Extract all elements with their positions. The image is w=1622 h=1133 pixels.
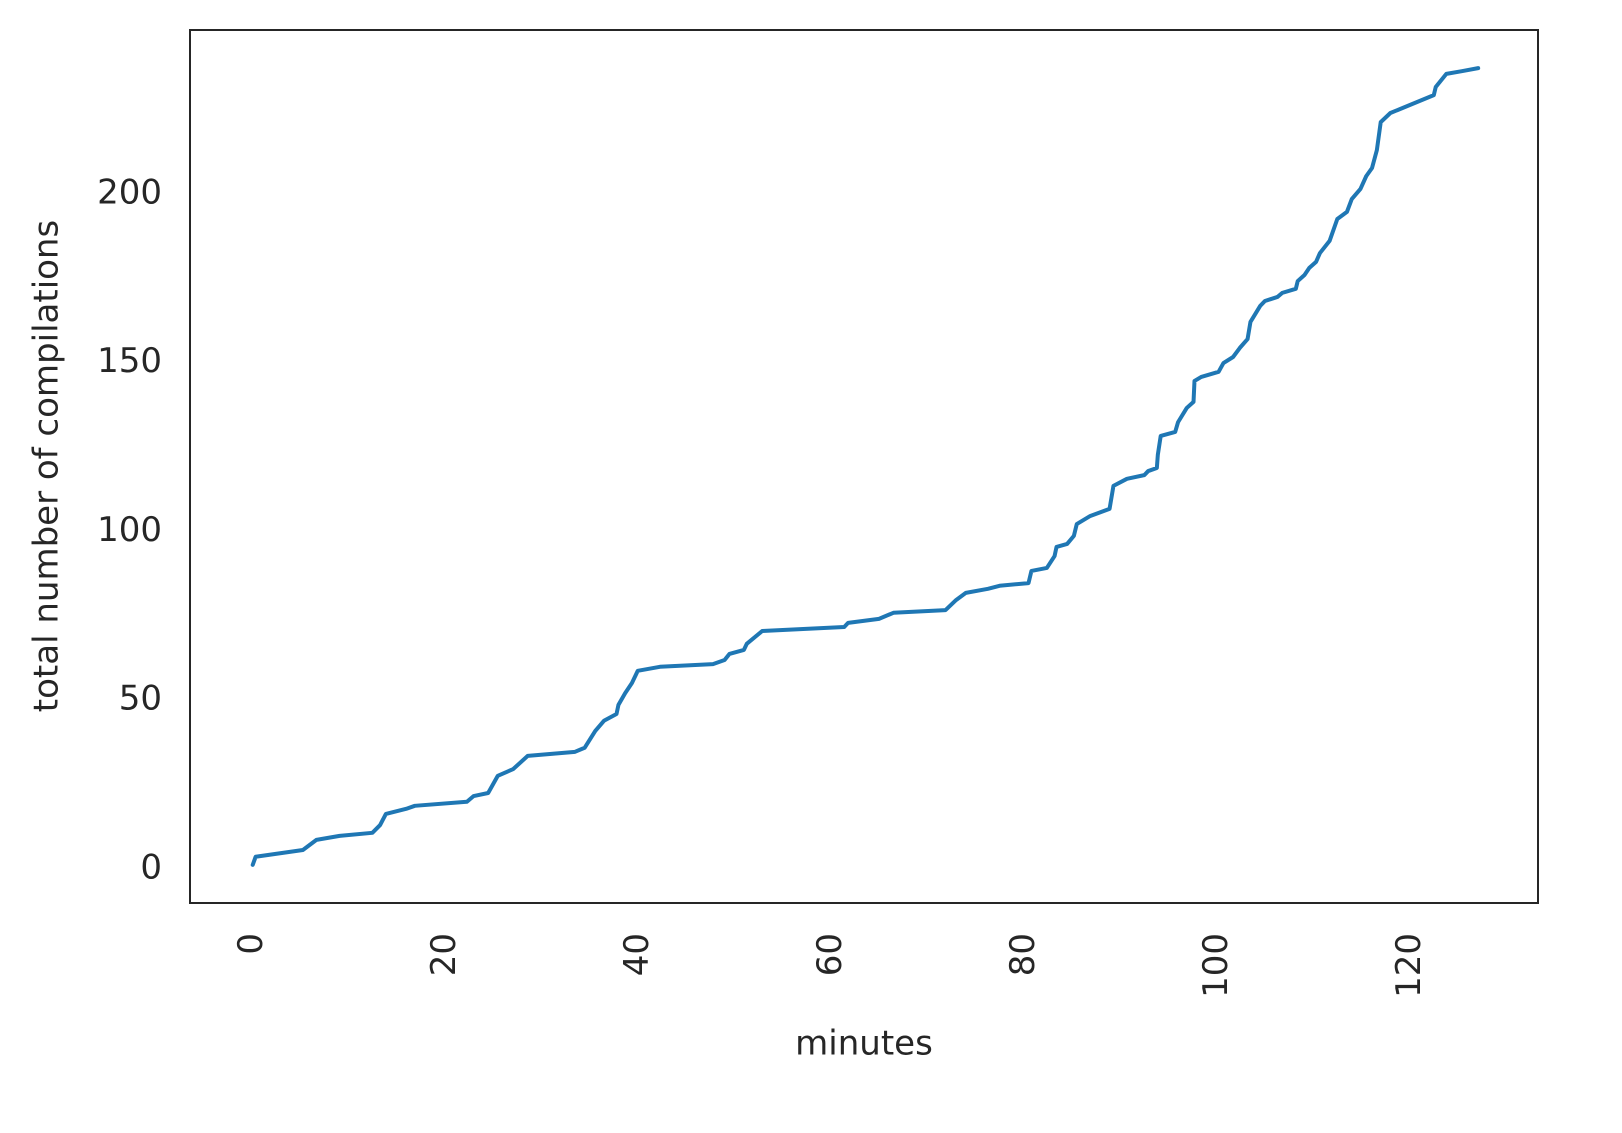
y-tick-label: 100 [97,510,162,550]
data-line [250,66,1481,867]
x-tick-label: 80 [1003,933,1043,976]
x-tick-label: 60 [810,933,850,976]
y-tick-label: 50 [119,679,162,719]
y-tick-label: 200 [97,173,162,213]
x-tick-label: 40 [617,933,657,976]
x-tick-label: 120 [1389,933,1429,998]
y-tick-label: 0 [140,847,162,887]
x-axis-label: minutes [795,1024,933,1064]
x-tick-label: 0 [231,933,271,955]
y-tick-label: 150 [97,341,162,381]
x-tick-label: 100 [1196,933,1236,998]
y-axis-label: total number of compilations [27,220,67,712]
x-tick-label: 20 [424,933,464,976]
plot-frame [189,29,1539,904]
